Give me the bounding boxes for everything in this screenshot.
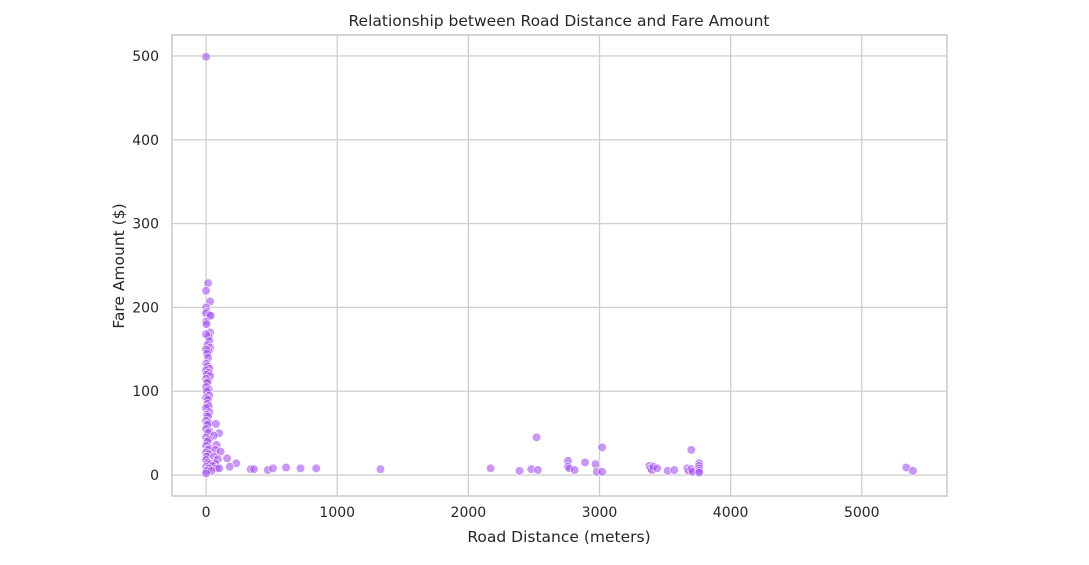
- y-tick-label: 500: [132, 49, 159, 65]
- data-point: [652, 463, 662, 473]
- data-point: [569, 465, 580, 475]
- data-point: [580, 457, 590, 468]
- x-tick-label: 2000: [451, 505, 487, 521]
- data-point: [249, 464, 259, 474]
- data-point: [281, 462, 291, 473]
- data-points: [201, 52, 918, 478]
- y-axis-label: Fare Amount ($): [110, 203, 128, 328]
- x-axis-label: Road Distance (meters): [467, 528, 650, 546]
- data-point: [201, 286, 211, 296]
- x-tick-label: 1000: [319, 505, 355, 521]
- tick-labels: 0 1000 2000 3000 4000 5000 0 100 200 300 400 500: [132, 49, 879, 521]
- plot-frame: [171, 34, 948, 497]
- data-point: [311, 463, 321, 473]
- data-point: [201, 468, 211, 478]
- data-point: [597, 467, 607, 477]
- data-point: [908, 466, 918, 476]
- data-point: [214, 463, 224, 473]
- data-point: [597, 442, 607, 452]
- data-point: [222, 453, 232, 463]
- data-point: [694, 467, 704, 478]
- chart-title: Relationship between Road Distance and F…: [348, 12, 769, 30]
- grid-lines: [172, 35, 947, 496]
- data-point: [590, 459, 601, 469]
- data-point: [295, 463, 306, 473]
- y-tick-label: 200: [132, 300, 159, 316]
- plot-area: [172, 35, 947, 496]
- y-tick-label: 100: [132, 384, 159, 400]
- data-point: [201, 319, 212, 329]
- x-tick-label: 4000: [713, 505, 749, 521]
- data-point: [514, 466, 525, 476]
- data-point: [203, 278, 213, 288]
- data-point: [268, 463, 278, 473]
- y-tick-label: 0: [150, 468, 159, 484]
- data-point: [225, 462, 235, 472]
- x-tick-label: 3000: [582, 505, 618, 521]
- data-point: [375, 464, 386, 474]
- data-point: [201, 52, 211, 62]
- data-point: [533, 465, 543, 475]
- data-point: [211, 419, 221, 429]
- y-tick-label: 300: [132, 217, 159, 233]
- data-point: [669, 465, 679, 475]
- data-point: [686, 445, 696, 455]
- data-point: [486, 463, 496, 473]
- data-point: [531, 432, 542, 442]
- x-tick-label: 0: [202, 505, 211, 521]
- y-tick-label: 400: [132, 133, 159, 149]
- x-tick-label: 5000: [844, 505, 880, 521]
